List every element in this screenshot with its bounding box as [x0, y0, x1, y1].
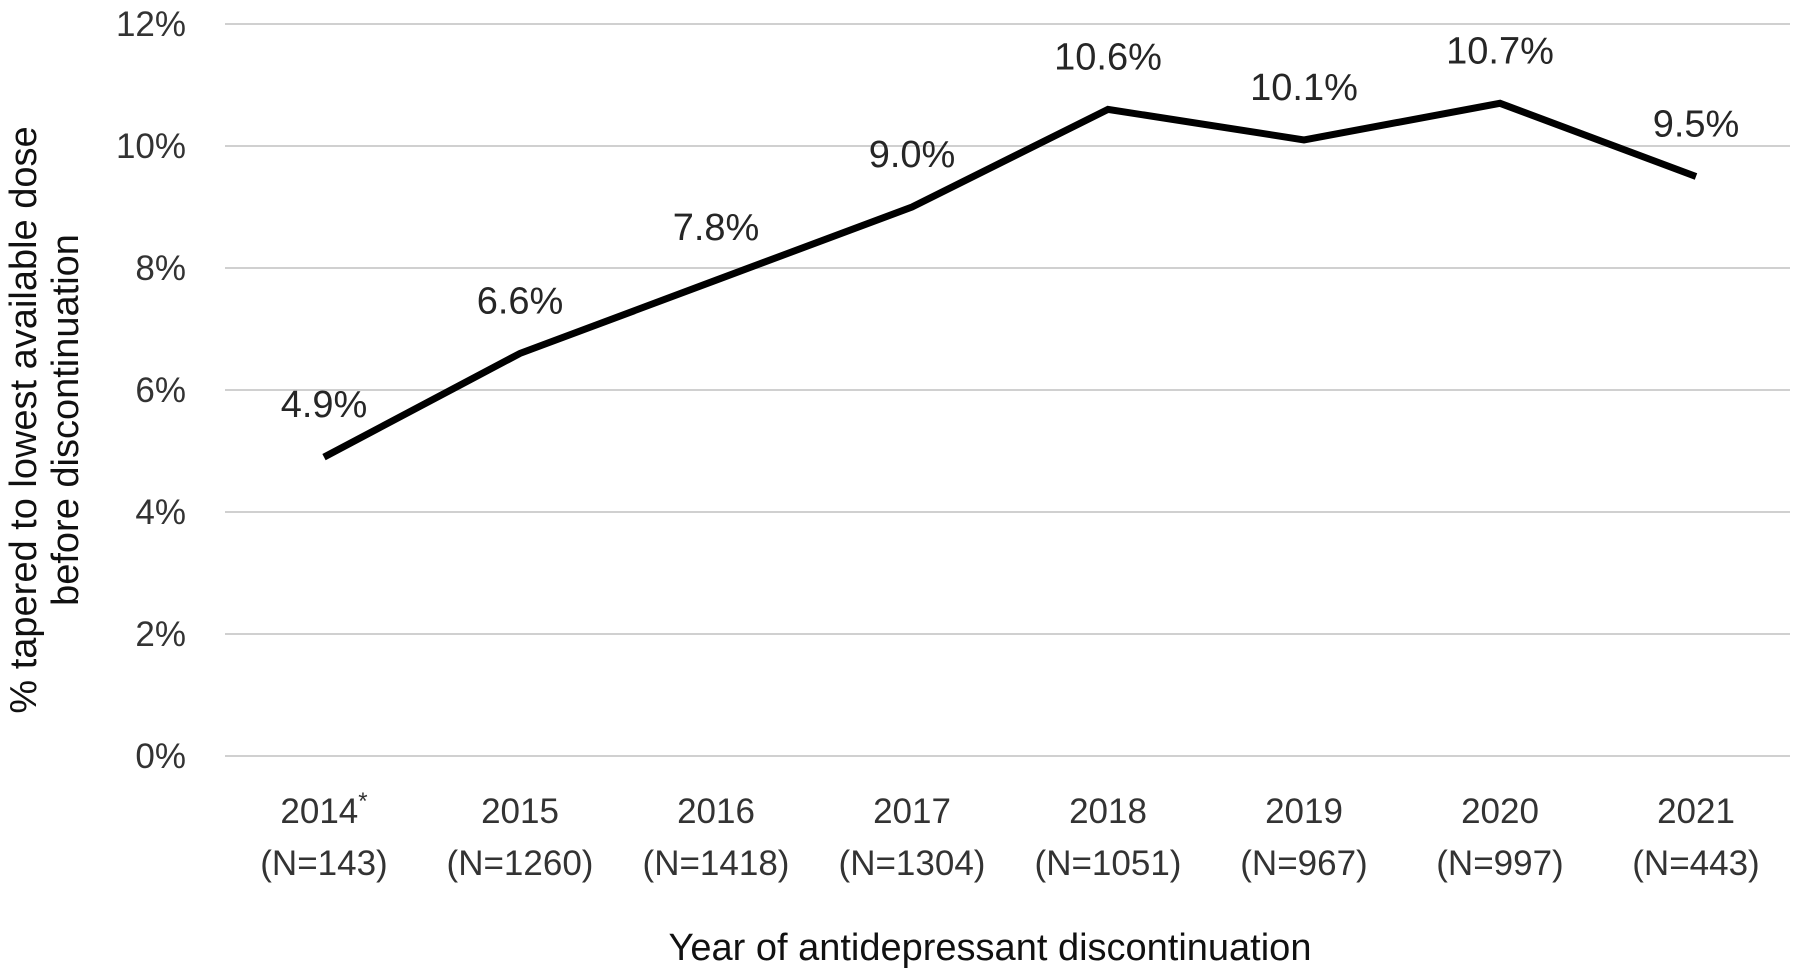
x-tick-label-n: (N=1418) [643, 844, 790, 883]
x-tick-label-n: (N=997) [1436, 844, 1563, 883]
y-tick-label: 2% [135, 615, 186, 654]
x-tick-label-year: 2021 [1657, 792, 1735, 831]
x-tick-label-year: 2016 [677, 792, 755, 831]
x-tick-label-year: 2020 [1461, 792, 1539, 831]
data-label: 10.1% [1250, 67, 1358, 109]
gridlines [225, 23, 1790, 757]
x-tick-label-year: 2014* [280, 788, 367, 831]
data-label: 10.7% [1446, 30, 1554, 72]
series-line [322, 99, 1698, 461]
data-label: 9.0% [869, 134, 956, 176]
data-label: 9.5% [1653, 104, 1740, 146]
x-axis-title: Year of antidepressant discontinuation [669, 927, 1312, 969]
data-label: 6.6% [477, 280, 564, 322]
x-tick-label-year: 2019 [1265, 792, 1343, 831]
x-tick-label-year: 2018 [1069, 792, 1147, 831]
x-tick-label-n: (N=1051) [1035, 844, 1182, 883]
x-tick-label-n: (N=967) [1240, 844, 1367, 883]
y-tick-label: 10% [116, 127, 186, 166]
y-axis-tick-labels: 0% 2% 4% 6% 8% 10% 12% [116, 5, 186, 776]
x-tick-label-year: 2017 [873, 792, 951, 831]
y-tick-label: 4% [135, 493, 186, 532]
x-tick-label-n: (N=443) [1632, 844, 1759, 883]
data-labels: 4.9% 6.6% 7.8% 9.0% 10.6% 10.1% 10.7% 9.5% [281, 30, 1740, 426]
y-tick-label: 12% [116, 5, 186, 44]
x-tick-label-year: 2015 [481, 792, 559, 831]
x-tick-label-n: (N=143) [260, 844, 387, 883]
data-label: 10.6% [1054, 36, 1162, 78]
series-line-group [322, 99, 1698, 461]
data-label: 4.9% [281, 384, 368, 426]
y-tick-label: 6% [135, 371, 186, 410]
y-axis-title-line-1: % tapered to lowest available dose [3, 126, 45, 713]
y-tick-label: 0% [135, 737, 186, 776]
x-axis-tick-labels: 2014* (N=143) 2015 (N=1260) 2016 (N=1418) 2017… [260, 788, 1759, 883]
y-axis-title-line-2: before discontinuation [45, 234, 87, 606]
x-tick-label-n: (N=1260) [447, 844, 594, 883]
y-axis-title: % tapered to lowest available dose befor… [3, 126, 87, 713]
data-label: 7.8% [673, 207, 760, 249]
y-tick-label: 8% [135, 249, 186, 288]
x-tick-label-n: (N=1304) [839, 844, 986, 883]
